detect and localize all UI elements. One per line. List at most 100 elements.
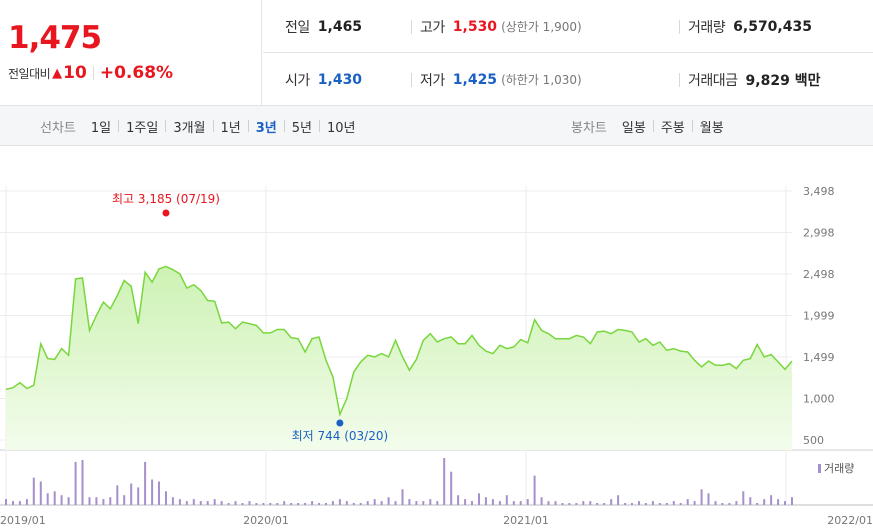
x-tick-label: 2021/01: [503, 514, 549, 527]
volume-bar: [12, 501, 14, 505]
volume-bar: [373, 499, 376, 505]
volume-bar: [158, 481, 160, 505]
change-label: 전일대비: [8, 66, 51, 81]
line-chart-title: 선차트: [40, 120, 76, 136]
volume-bar: [596, 503, 599, 505]
divider: [92, 66, 94, 80]
y-tick-label: 1,499: [803, 351, 835, 364]
volume-bars: [5, 458, 793, 506]
line-tab-2[interactable]: 1주일: [126, 120, 159, 136]
volume-legend: 거래량: [824, 462, 854, 475]
volume: 거래량 6,570,435: [679, 0, 812, 53]
volume-bar: [707, 493, 710, 506]
volume-bar: [686, 499, 689, 505]
volume-bar: [109, 497, 112, 505]
line-tab-7[interactable]: 10년: [327, 120, 356, 136]
volume-bar: [178, 499, 181, 505]
volume-bar: [617, 495, 620, 505]
prev-close-label: 전일: [285, 19, 310, 36]
volume-bar: [81, 460, 84, 505]
volume-bar: [53, 491, 56, 505]
candle-tab-1[interactable]: 일봉: [621, 120, 646, 136]
volume-bar: [408, 499, 411, 505]
volume-bar: [234, 501, 237, 505]
volume-legend-swatch: [818, 464, 821, 473]
volume-bar: [220, 501, 223, 505]
volume-bar: [478, 493, 480, 506]
y-tick-label: 2,498: [803, 268, 835, 281]
x-tick-label: 2022/01: [827, 514, 873, 527]
volume-bar: [39, 481, 42, 505]
volume-bar: [248, 501, 251, 505]
volume-bar: [32, 477, 35, 505]
volume-bar: [171, 497, 174, 505]
tab-divider: [652, 120, 654, 132]
volume-bar: [589, 501, 592, 505]
volume-bar: [151, 479, 154, 505]
volume-bar: [283, 501, 286, 505]
x-tick-label: 2019/01: [0, 514, 46, 527]
tab-divider: [319, 120, 321, 132]
volume-bar: [325, 503, 327, 505]
low-marker: [336, 419, 344, 427]
volume-bar: [547, 501, 550, 505]
volume-bar: [491, 499, 494, 505]
line-tab-1[interactable]: 1일: [90, 120, 112, 136]
current-price: 1,475: [8, 20, 102, 56]
volume-value: 6,570,435: [733, 18, 812, 35]
open-value: 1,430: [317, 71, 363, 88]
volume-bar: [533, 475, 536, 505]
volume-bar: [192, 499, 195, 505]
volume-bar: [331, 501, 334, 505]
volume-bar: [276, 503, 279, 505]
volume-bar: [359, 503, 362, 505]
day-high-value: 1,530: [452, 18, 498, 35]
volume-bar: [624, 503, 627, 505]
price-chart-svg: 3,498 2,998 2,498 1,999 1,499 1,000 500 2019/01…: [0, 185, 873, 527]
volume-bar: [526, 499, 529, 505]
day-high: 고가 1,530 (상한가 1,900): [411, 0, 582, 53]
high-marker: [162, 209, 170, 217]
volume-bar: [429, 499, 432, 505]
line-tab-6[interactable]: 5년: [291, 120, 313, 136]
volume-bar: [672, 501, 675, 505]
volume-bar: [735, 501, 738, 505]
volume-bar: [665, 503, 668, 505]
line-tab-5[interactable]: 3년: [255, 120, 277, 136]
change-rate: +0.68%: [99, 63, 174, 83]
day-low-value: 1,425: [452, 71, 498, 88]
volume-bar: [700, 489, 703, 505]
y-tick-label: 1,000: [803, 393, 835, 406]
volume-bar: [60, 495, 63, 505]
candle-tab-3[interactable]: 월봉: [699, 120, 724, 136]
current-price-box: 1,475 전일대비 ▲ 10 +0.68%: [0, 0, 262, 106]
volume-bar: [262, 503, 265, 505]
candle-chart-title: 봉차트: [571, 120, 607, 136]
candle-tab-2[interactable]: 주봉: [660, 120, 685, 136]
volume-bar: [471, 501, 473, 505]
tab-divider: [247, 120, 249, 132]
volume-bar: [206, 501, 209, 505]
volume-bar: [102, 499, 105, 505]
volume-bar: [137, 487, 140, 505]
line-tab-4[interactable]: 1년: [220, 120, 241, 136]
volume-bar: [457, 495, 460, 505]
tab-divider: [165, 120, 167, 132]
high-annotation: 최고 3,185 (07/19): [112, 192, 220, 206]
y-tick-label: 1,999: [803, 310, 835, 323]
y-tick-label: 2,998: [803, 227, 835, 240]
price-chart[interactable]: 3,498 2,998 2,498 1,999 1,499 1,000 500 2019/01…: [0, 146, 873, 532]
divider: [679, 72, 680, 87]
line-tab-3[interactable]: 3개월: [173, 120, 206, 136]
volume-bar: [770, 495, 773, 505]
upper-limit: (상한가 1,900): [501, 20, 582, 34]
day-low-label: 저가: [420, 72, 445, 89]
volume-bar: [123, 495, 126, 505]
volume-bar: [638, 501, 640, 505]
volume-bar: [338, 499, 341, 505]
volume-bar: [561, 503, 564, 505]
x-tick-label: 2020/01: [243, 514, 289, 527]
volume-bar: [484, 497, 487, 505]
trade-amount-label: 거래대금: [688, 72, 738, 89]
volume-bar: [603, 503, 606, 505]
